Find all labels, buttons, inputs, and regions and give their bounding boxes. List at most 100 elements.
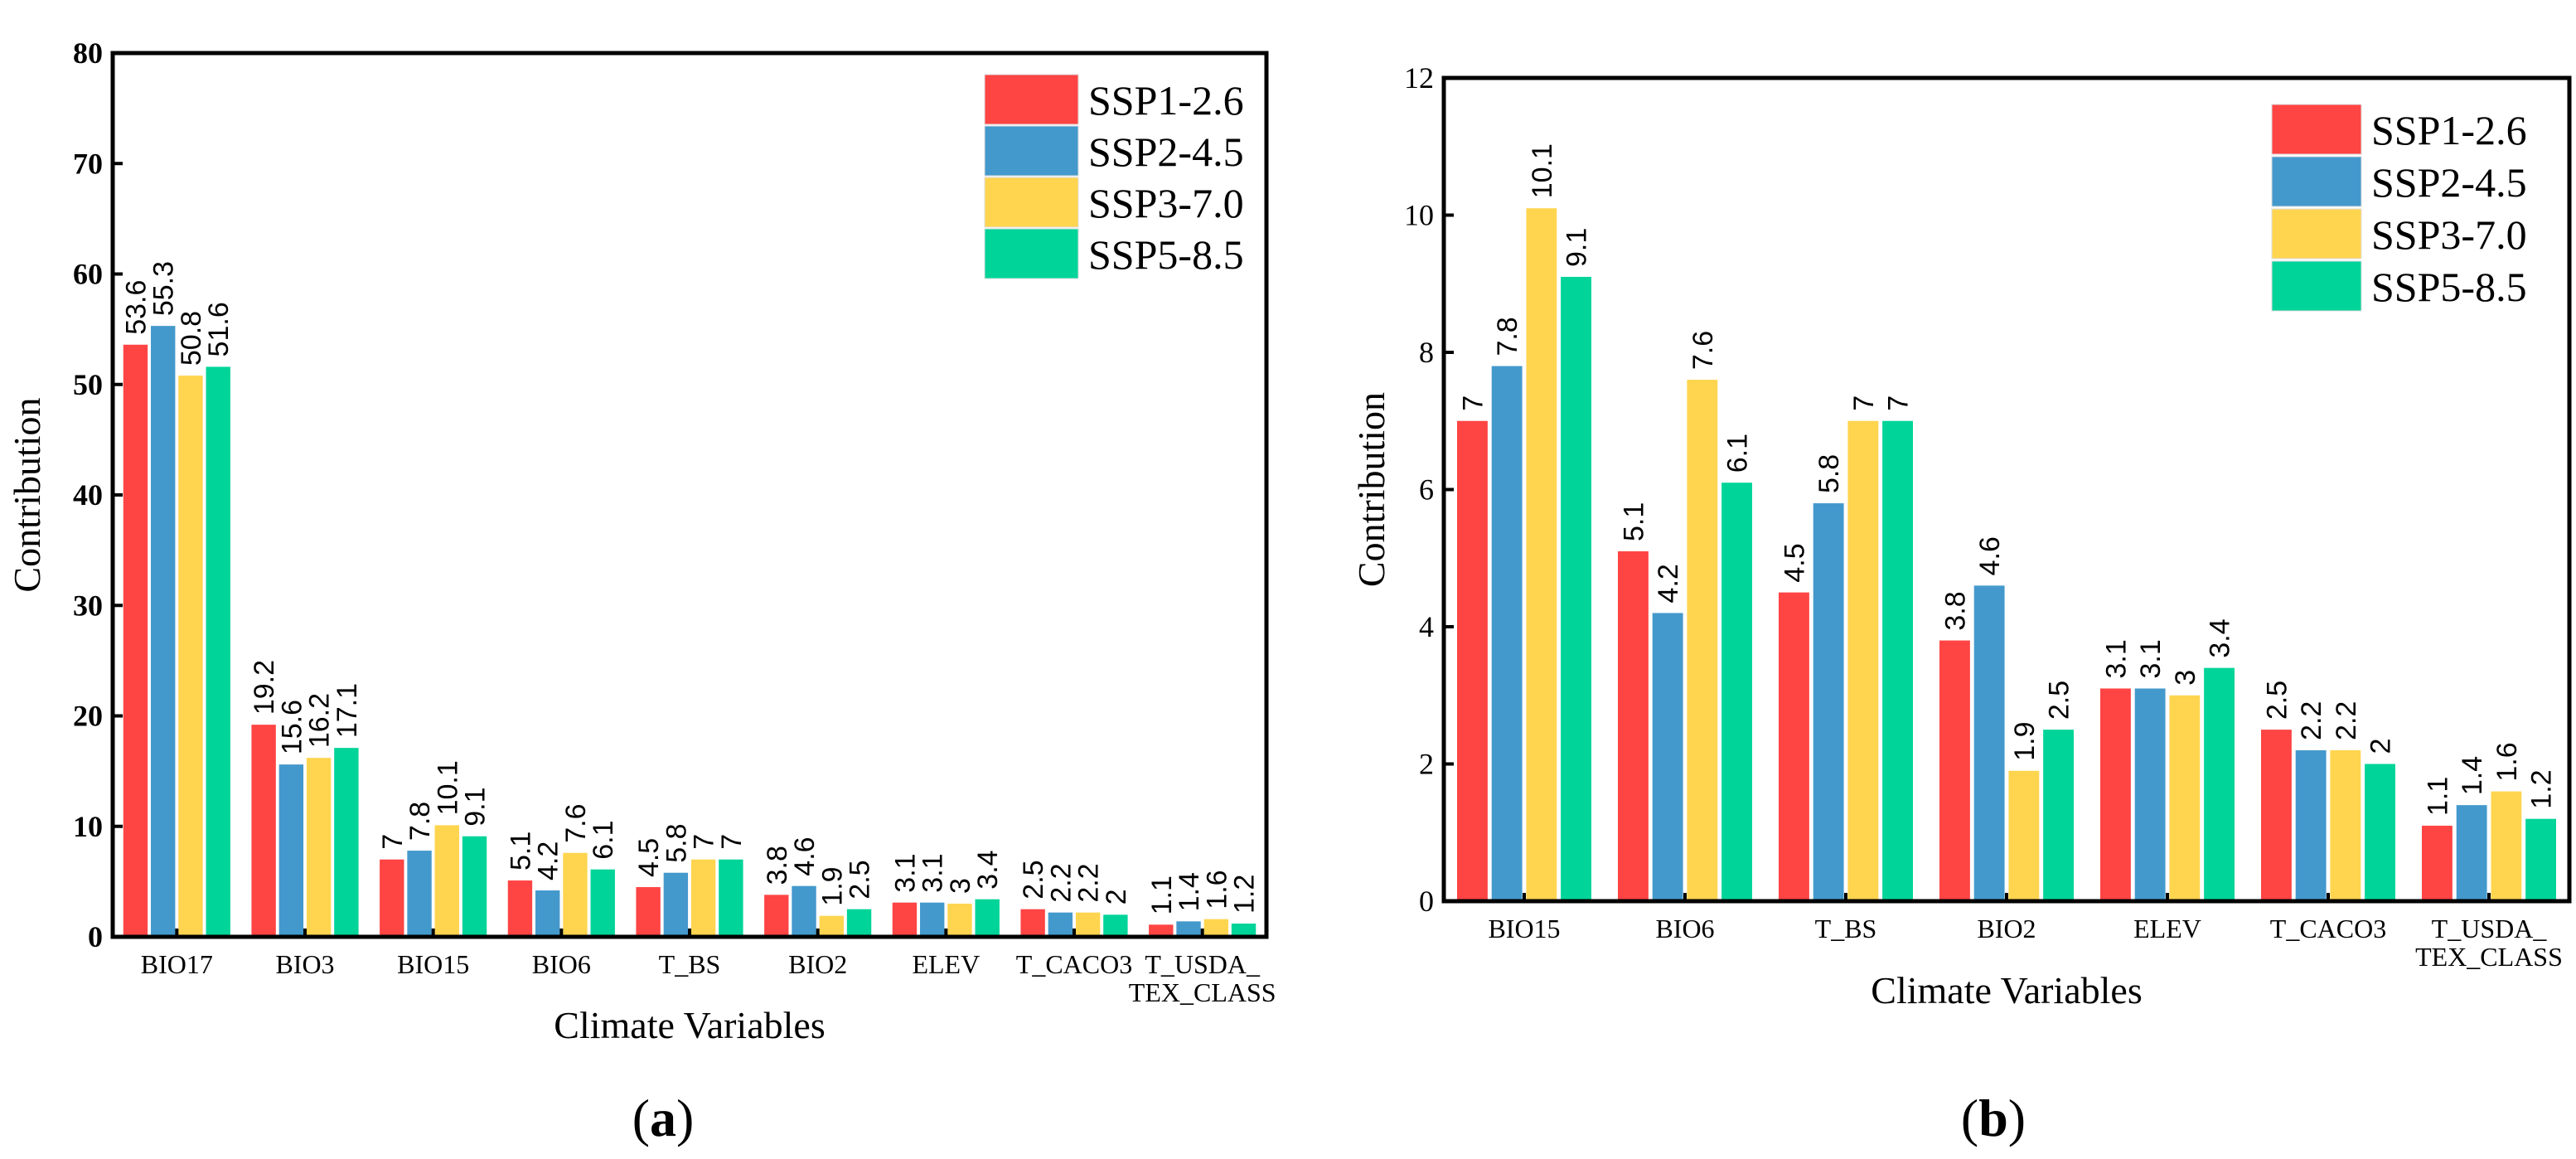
x-tick-label: TEX_CLASS [1129, 977, 1276, 1007]
data-label: 2.5 [1018, 860, 1049, 899]
data-label: 1.6 [2491, 742, 2523, 781]
bar [334, 748, 359, 937]
bar [2204, 667, 2235, 901]
data-label: 2.5 [2044, 681, 2075, 720]
bar [407, 851, 432, 937]
bar [846, 909, 872, 937]
x-tick-label: BIO15 [397, 949, 469, 979]
bar [123, 344, 148, 937]
data-label: 3.1 [2135, 639, 2167, 678]
x-tick-label: BIO6 [1655, 914, 1714, 943]
data-label: 3.1 [889, 853, 921, 892]
y-tick-label: 8 [1419, 336, 1434, 369]
legend-label: SSP5-8.5 [2371, 264, 2527, 310]
data-label: 2.2 [1073, 863, 1105, 902]
legend: SSP1-2.6 SSP2-4.5 SSP3-7.0 SSP5-8.5 [984, 74, 1244, 279]
data-label: 7 [1457, 395, 1489, 411]
y-tick-label: 0 [1419, 885, 1434, 918]
bar [1721, 483, 1752, 901]
bar [1687, 380, 1718, 902]
x-tick-label: T_BS [1815, 914, 1877, 943]
y-tick-label: 80 [73, 36, 103, 70]
data-label: 7.8 [1492, 317, 1523, 356]
bar-group-bio15: 77.810.19.1 [377, 760, 491, 937]
y-tick-label: 50 [73, 368, 103, 401]
x-tick-label: T_CACO3 [1016, 949, 1132, 979]
y-tick-label: 30 [73, 589, 103, 622]
bar [2330, 749, 2361, 901]
data-label: 2.2 [2296, 701, 2327, 740]
legend-label: SSP1-2.6 [2371, 107, 2527, 153]
bar [764, 895, 789, 937]
x-tick-label: BIO17 [141, 949, 213, 979]
panel-caption: (a) [632, 1089, 695, 1147]
data-label: 1.1 [1146, 875, 1178, 914]
data-label: 4.6 [789, 837, 821, 875]
y-axis-title: Contribution [6, 397, 48, 592]
data-label: 7.8 [404, 802, 436, 841]
bar [2491, 791, 2522, 901]
caption-letter: a [650, 1089, 676, 1147]
data-label: 7 [689, 834, 720, 850]
bar [975, 899, 1000, 937]
data-label: 7 [377, 834, 409, 850]
bar [151, 326, 176, 937]
data-label: 1.9 [816, 866, 848, 905]
data-label: 7 [716, 834, 748, 850]
data-label: 4.6 [1974, 536, 2006, 575]
bar [1020, 909, 1045, 937]
bar [819, 915, 844, 937]
bar [1813, 503, 1844, 901]
y-tick-label: 60 [73, 258, 103, 291]
bar [2008, 770, 2040, 901]
data-label: 5.8 [661, 823, 692, 862]
y-tick-label: 4 [1419, 610, 1434, 643]
bar [590, 869, 615, 937]
legend-label: SSP1-2.6 [1088, 77, 1244, 124]
data-label: 4.2 [533, 841, 564, 880]
bar-group-bio3: 19.215.616.217.1 [249, 660, 363, 937]
bar [206, 366, 230, 937]
legend-label: SSP3-7.0 [1088, 180, 1244, 226]
data-label: 16.2 [304, 693, 336, 748]
bar [1203, 919, 1228, 937]
data-label: 3.4 [2205, 618, 2236, 657]
bar [1491, 366, 1523, 901]
x-tick-label: BIO15 [1488, 914, 1560, 943]
y-tick-label: 2 [1419, 748, 1434, 781]
data-label: 3.1 [2100, 639, 2132, 678]
data-label: 9.1 [1562, 228, 1593, 267]
data-label: 7 [1848, 395, 1880, 411]
bar [178, 376, 203, 938]
legend-swatch [2271, 208, 2362, 259]
data-label: 3 [945, 878, 976, 894]
bar-group-bio6: 5.14.27.66.1 [505, 803, 619, 937]
data-label: 7.6 [560, 803, 592, 842]
bar-group-bio15: 77.810.19.1 [1457, 143, 1593, 902]
x-tick-label: BIO3 [275, 949, 334, 979]
data-label: 7 [1883, 395, 1915, 411]
panel-caption: (b) [1961, 1089, 2026, 1147]
caption-paren: ) [676, 1089, 694, 1147]
bar [1973, 585, 2005, 901]
bar [2422, 825, 2453, 901]
legend-swatch [984, 228, 1079, 279]
bar [636, 887, 661, 937]
bar [535, 890, 560, 937]
data-label: 2.5 [2261, 681, 2293, 720]
y-tick-label: 70 [73, 147, 103, 180]
bar [1618, 550, 1649, 901]
legend-label: SSP2-4.5 [1088, 129, 1244, 175]
bar [1526, 208, 1557, 902]
data-label: 17.1 [332, 683, 363, 738]
legend-swatch [984, 177, 1079, 228]
data-label: 4.2 [1653, 564, 1684, 603]
bar [719, 859, 743, 937]
caption-paren: ( [1961, 1089, 1978, 1147]
bar [2456, 805, 2487, 901]
bar [2295, 749, 2327, 901]
bar-group-t_bs: 4.55.877 [633, 823, 748, 937]
legend: SSP1-2.6 SSP2-4.5 SSP3-7.0 SSP5-8.5 [2271, 104, 2527, 312]
